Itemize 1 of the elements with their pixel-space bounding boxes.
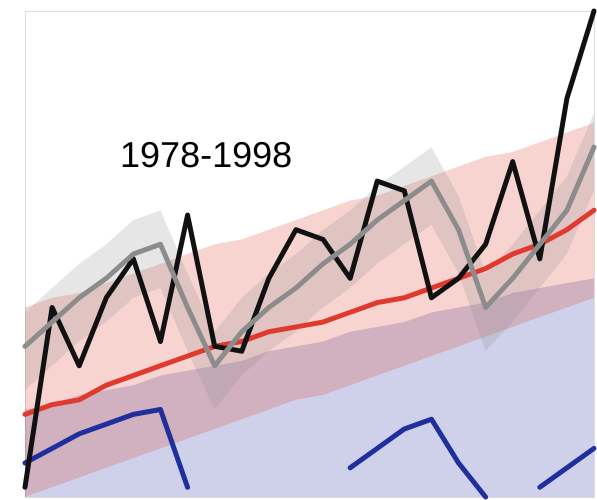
annotation: 1978-1998: [120, 134, 292, 175]
